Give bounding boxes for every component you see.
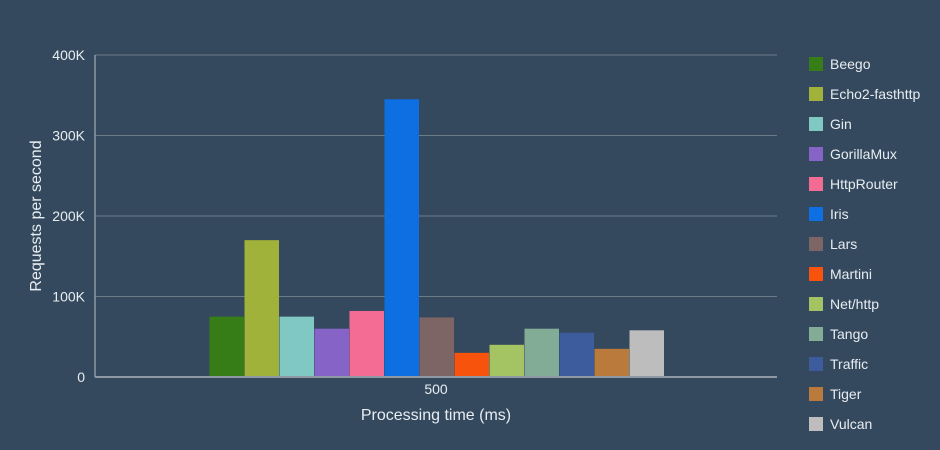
- axes: [94, 55, 777, 378]
- legend-item[interactable]: Tango: [809, 326, 868, 342]
- legend-item[interactable]: Beego: [809, 56, 871, 72]
- gridlines: [95, 54, 777, 297]
- x-axis-ticks: 500: [424, 381, 448, 397]
- legend-label: HttpRouter: [830, 176, 898, 192]
- legend-item[interactable]: Iris: [809, 206, 849, 222]
- bar-httprouter[interactable]: [349, 310, 385, 377]
- legend-label: Vulcan: [830, 416, 872, 432]
- y-axis-title: Requests per second: [28, 140, 45, 291]
- legend-item[interactable]: Martini: [809, 266, 872, 282]
- legend-item[interactable]: Lars: [809, 236, 857, 252]
- bar-lars[interactable]: [419, 317, 455, 377]
- legend-swatch: [809, 177, 823, 191]
- y-axis-ticks: 0 100K 200K 300K 400K: [52, 47, 85, 385]
- legend-label: Echo2-fasthttp: [830, 86, 920, 102]
- bar-vulcan[interactable]: [629, 330, 665, 377]
- legend-label: Iris: [830, 206, 849, 222]
- x-axis-title: Processing time (ms): [361, 407, 511, 424]
- bar-beego[interactable]: [209, 316, 245, 377]
- legend-swatch: [809, 387, 823, 401]
- legend-label: Net/http: [830, 296, 879, 312]
- y-tick-label: 300K: [52, 128, 85, 144]
- y-tick-label: 200K: [52, 208, 85, 224]
- y-tick-label: 100K: [52, 289, 85, 305]
- bars: [209, 99, 665, 378]
- legend-item[interactable]: GorillaMux: [809, 146, 897, 162]
- x-tick-label: 500: [424, 381, 448, 397]
- legend-item[interactable]: Echo2-fasthttp: [809, 86, 920, 102]
- legend-swatch: [809, 117, 823, 131]
- legend-label: Tango: [830, 326, 868, 342]
- legend-item[interactable]: Gin: [809, 116, 852, 132]
- bar-tango[interactable]: [524, 328, 560, 377]
- bar-gin[interactable]: [279, 316, 315, 377]
- bar-echo2-fasthttp[interactable]: [244, 240, 280, 377]
- legend-label: Gin: [830, 116, 852, 132]
- legend-swatch: [809, 297, 823, 311]
- legend-swatch: [809, 237, 823, 251]
- legend-swatch: [809, 327, 823, 341]
- legend-swatch: [809, 57, 823, 71]
- bar-iris[interactable]: [384, 99, 420, 378]
- legend[interactable]: Beego Echo2-fasthttp Gin GorillaMux HttpRout…: [809, 56, 920, 432]
- legend-item[interactable]: Traffic: [809, 356, 868, 372]
- legend-label: Traffic: [830, 356, 868, 372]
- legend-label: Lars: [830, 236, 857, 252]
- legend-label: GorillaMux: [830, 146, 897, 162]
- legend-label: Martini: [830, 266, 872, 282]
- y-tick-label: 0: [77, 369, 85, 385]
- legend-swatch: [809, 147, 823, 161]
- legend-swatch: [809, 417, 823, 431]
- legend-label: Tiger: [830, 386, 862, 402]
- legend-label: Beego: [830, 56, 871, 72]
- legend-swatch: [809, 207, 823, 221]
- legend-item[interactable]: Vulcan: [809, 416, 872, 432]
- bar-traffic[interactable]: [559, 332, 595, 377]
- legend-item[interactable]: Tiger: [809, 386, 862, 402]
- bar-net-http[interactable]: [489, 344, 525, 377]
- y-tick-label: 400K: [52, 47, 85, 63]
- bar-gorillamux[interactable]: [314, 328, 350, 377]
- legend-swatch: [809, 87, 823, 101]
- bar-martini[interactable]: [454, 352, 490, 377]
- bar-tiger[interactable]: [594, 348, 630, 377]
- legend-item[interactable]: Net/http: [809, 296, 879, 312]
- legend-swatch: [809, 357, 823, 371]
- legend-item[interactable]: HttpRouter: [809, 176, 898, 192]
- legend-swatch: [809, 267, 823, 281]
